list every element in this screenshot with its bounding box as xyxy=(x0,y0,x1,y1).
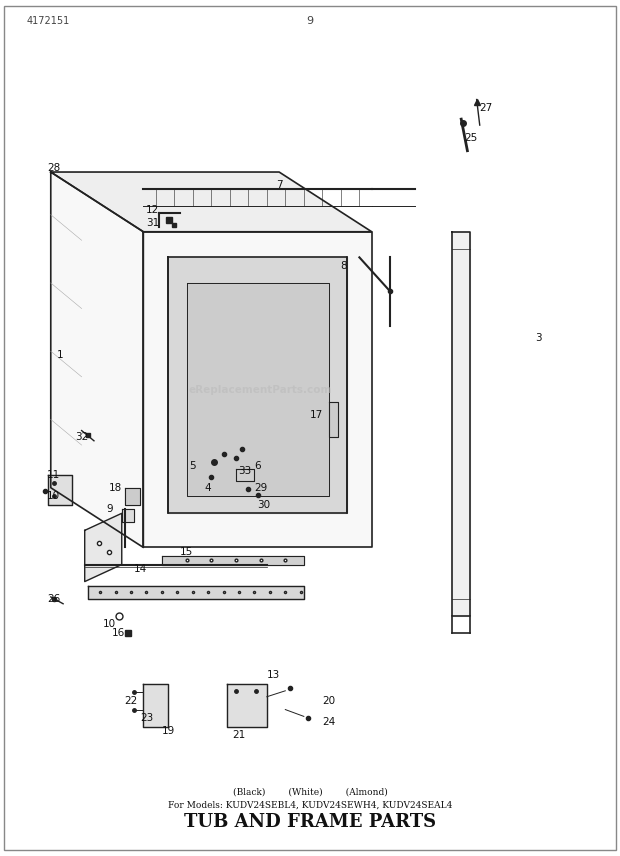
Polygon shape xyxy=(51,172,372,232)
Polygon shape xyxy=(329,402,338,437)
Text: 16: 16 xyxy=(112,627,125,638)
Text: 11: 11 xyxy=(47,470,61,480)
Polygon shape xyxy=(122,509,134,522)
Text: 21: 21 xyxy=(232,730,246,740)
Polygon shape xyxy=(168,258,347,514)
Text: 13: 13 xyxy=(267,670,280,681)
Text: TUB AND FRAME PARTS: TUB AND FRAME PARTS xyxy=(184,813,436,831)
Text: 3: 3 xyxy=(535,333,542,343)
Text: 24: 24 xyxy=(322,717,335,728)
Text: 31: 31 xyxy=(146,218,159,229)
Polygon shape xyxy=(125,488,140,505)
Text: 5: 5 xyxy=(190,461,196,472)
Polygon shape xyxy=(51,172,143,548)
Text: eReplacementParts.com: eReplacementParts.com xyxy=(189,384,332,395)
Polygon shape xyxy=(48,475,73,505)
Text: 4: 4 xyxy=(205,483,211,493)
Text: 26: 26 xyxy=(47,594,61,603)
Text: 23: 23 xyxy=(140,713,153,723)
Polygon shape xyxy=(143,232,372,548)
Text: 15: 15 xyxy=(180,547,193,556)
Polygon shape xyxy=(187,283,329,496)
Text: 8: 8 xyxy=(340,261,347,270)
Text: 1: 1 xyxy=(56,350,63,360)
Polygon shape xyxy=(227,684,267,727)
Text: 9: 9 xyxy=(106,504,113,514)
Text: 28: 28 xyxy=(47,163,61,173)
Text: 33: 33 xyxy=(239,466,252,476)
Text: 25: 25 xyxy=(464,133,477,143)
Text: For Models: KUDV24SEBL4, KUDV24SEWH4, KUDV24SEAL4: For Models: KUDV24SEBL4, KUDV24SEWH4, KU… xyxy=(168,800,452,810)
Polygon shape xyxy=(452,232,471,615)
Text: 14: 14 xyxy=(134,564,147,574)
Text: 12: 12 xyxy=(146,205,159,216)
Text: (Black)        (White)        (Almond): (Black) (White) (Almond) xyxy=(232,788,388,797)
Polygon shape xyxy=(85,514,122,581)
Polygon shape xyxy=(143,684,168,727)
Text: 10: 10 xyxy=(103,619,116,629)
Text: 27: 27 xyxy=(479,103,492,113)
Text: 6: 6 xyxy=(254,461,261,472)
Text: 29: 29 xyxy=(254,483,267,493)
Text: 20: 20 xyxy=(322,696,335,706)
Text: 17: 17 xyxy=(309,410,323,420)
Text: 32: 32 xyxy=(75,431,88,442)
Text: 19: 19 xyxy=(161,726,175,736)
Text: 22: 22 xyxy=(125,696,138,706)
Polygon shape xyxy=(236,469,254,481)
Text: 30: 30 xyxy=(257,500,270,510)
Text: 9: 9 xyxy=(306,16,314,26)
Polygon shape xyxy=(162,556,304,564)
Text: 10: 10 xyxy=(47,491,60,502)
Text: 7: 7 xyxy=(276,180,283,190)
Text: 18: 18 xyxy=(109,483,122,493)
Polygon shape xyxy=(88,586,304,598)
Text: 4172151: 4172151 xyxy=(26,16,69,26)
